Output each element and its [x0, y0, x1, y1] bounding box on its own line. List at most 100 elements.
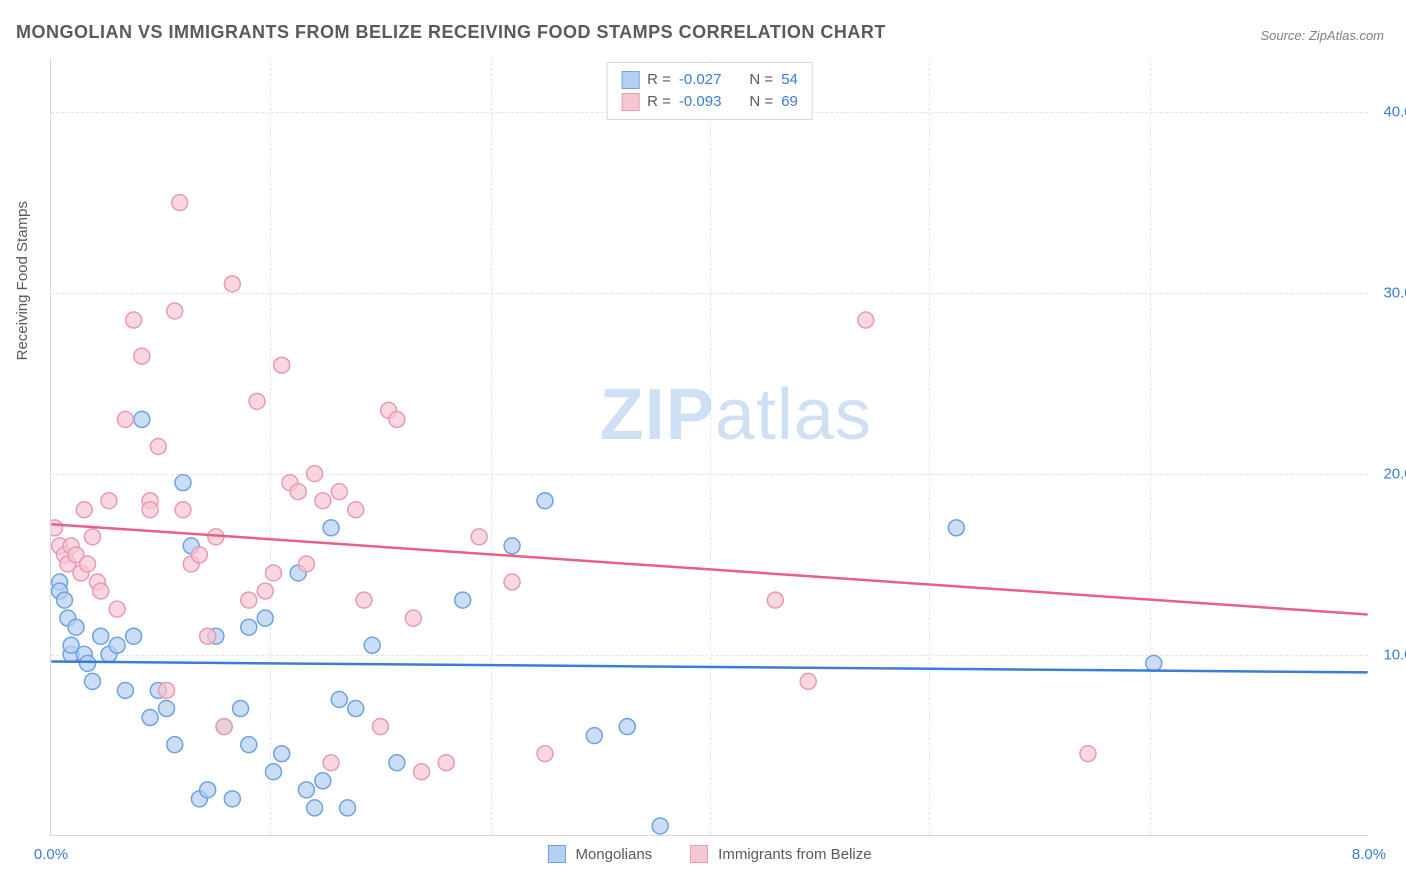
series-label-0: Mongolians: [575, 846, 652, 863]
scatter-point: [767, 592, 783, 608]
y-tick-label: 10.0%: [1383, 647, 1406, 664]
scatter-point: [800, 673, 816, 689]
scatter-point: [172, 195, 188, 211]
scatter-point: [216, 719, 232, 735]
scatter-point: [150, 439, 166, 455]
scatter-point: [1146, 655, 1162, 671]
scatter-point: [471, 529, 487, 545]
scatter-point: [340, 800, 356, 816]
x-tick-label: 8.0%: [1352, 846, 1386, 863]
y-tick-label: 30.0%: [1383, 285, 1406, 302]
scatter-point: [504, 538, 520, 554]
n-value-0: 54: [781, 69, 798, 91]
scatter-point: [159, 682, 175, 698]
scatter-point: [372, 719, 388, 735]
scatter-point: [438, 755, 454, 771]
n-label: N =: [749, 69, 773, 91]
y-axis-label: Receiving Food Stamps: [14, 201, 31, 360]
scatter-point: [364, 637, 380, 653]
y-tick-label: 40.0%: [1383, 104, 1406, 121]
scatter-point: [257, 610, 273, 626]
scatter-point: [389, 411, 405, 427]
swatch-belize: [690, 845, 708, 863]
scatter-point: [101, 493, 117, 509]
r-value-1: -0.093: [679, 91, 722, 113]
scatter-point: [109, 637, 125, 653]
scatter-point: [619, 719, 635, 735]
scatter-point: [307, 466, 323, 482]
scatter-point: [858, 312, 874, 328]
scatter-point: [224, 791, 240, 807]
scatter-point: [117, 682, 133, 698]
scatter-point: [126, 628, 142, 644]
scatter-point: [257, 583, 273, 599]
correlation-legend-row: R = -0.093 N = 69: [621, 91, 798, 113]
scatter-point: [93, 628, 109, 644]
scatter-point: [586, 728, 602, 744]
scatter-point: [455, 592, 471, 608]
scatter-point: [134, 411, 150, 427]
scatter-point: [348, 701, 364, 717]
scatter-point: [331, 484, 347, 500]
series-legend: Mongolians Immigrants from Belize: [547, 845, 871, 863]
scatter-point: [274, 746, 290, 762]
swatch-series-1: [621, 93, 639, 111]
series-label-1: Immigrants from Belize: [718, 846, 871, 863]
scatter-point: [274, 357, 290, 373]
scatter-point: [241, 592, 257, 608]
scatter-point: [265, 764, 281, 780]
scatter-point: [167, 737, 183, 753]
r-value-0: -0.027: [679, 69, 722, 91]
source-attribution: Source: ZipAtlas.com: [1260, 28, 1384, 43]
scatter-point: [80, 556, 96, 572]
scatter-point: [405, 610, 421, 626]
scatter-point: [68, 619, 84, 635]
r-label: R =: [647, 91, 671, 113]
scatter-point: [159, 701, 175, 717]
scatter-point: [389, 755, 405, 771]
scatter-point: [1080, 746, 1096, 762]
chart-title: MONGOLIAN VS IMMIGRANTS FROM BELIZE RECE…: [16, 22, 886, 43]
scatter-point: [142, 502, 158, 518]
scatter-point: [233, 701, 249, 717]
scatter-point: [537, 746, 553, 762]
scatter-point: [76, 502, 92, 518]
scatter-point: [315, 773, 331, 789]
scatter-point: [117, 411, 133, 427]
scatter-point: [331, 691, 347, 707]
scatter-point: [142, 710, 158, 726]
scatter-point: [298, 556, 314, 572]
scatter-point: [537, 493, 553, 509]
trend-line: [51, 662, 1367, 673]
scatter-point: [323, 755, 339, 771]
scatter-point: [290, 484, 306, 500]
scatter-point: [249, 393, 265, 409]
scatter-point: [84, 529, 100, 545]
n-label: N =: [749, 91, 773, 113]
scatter-point: [414, 764, 430, 780]
scatter-point: [109, 601, 125, 617]
correlation-legend-row: R = -0.027 N = 54: [621, 69, 798, 91]
scatter-point: [241, 737, 257, 753]
swatch-mongolians: [547, 845, 565, 863]
scatter-point: [93, 583, 109, 599]
scatter-point: [298, 782, 314, 798]
scatter-point: [57, 592, 73, 608]
y-tick-label: 20.0%: [1383, 466, 1406, 483]
scatter-point: [504, 574, 520, 590]
r-label: R =: [647, 69, 671, 91]
scatter-point: [948, 520, 964, 536]
x-tick-label: 0.0%: [34, 846, 68, 863]
scatter-point: [315, 493, 331, 509]
scatter-point: [348, 502, 364, 518]
scatter-point: [356, 592, 372, 608]
scatter-point: [134, 348, 150, 364]
scatter-point: [175, 502, 191, 518]
scatter-point: [323, 520, 339, 536]
scatter-point: [265, 565, 281, 581]
scatter-point: [175, 475, 191, 491]
scatter-point: [80, 655, 96, 671]
scatter-point: [167, 303, 183, 319]
chart-plot-area: ZIPatlas R = -0.027 N = 54 R = -0.093 N …: [50, 58, 1368, 836]
scatter-point: [241, 619, 257, 635]
